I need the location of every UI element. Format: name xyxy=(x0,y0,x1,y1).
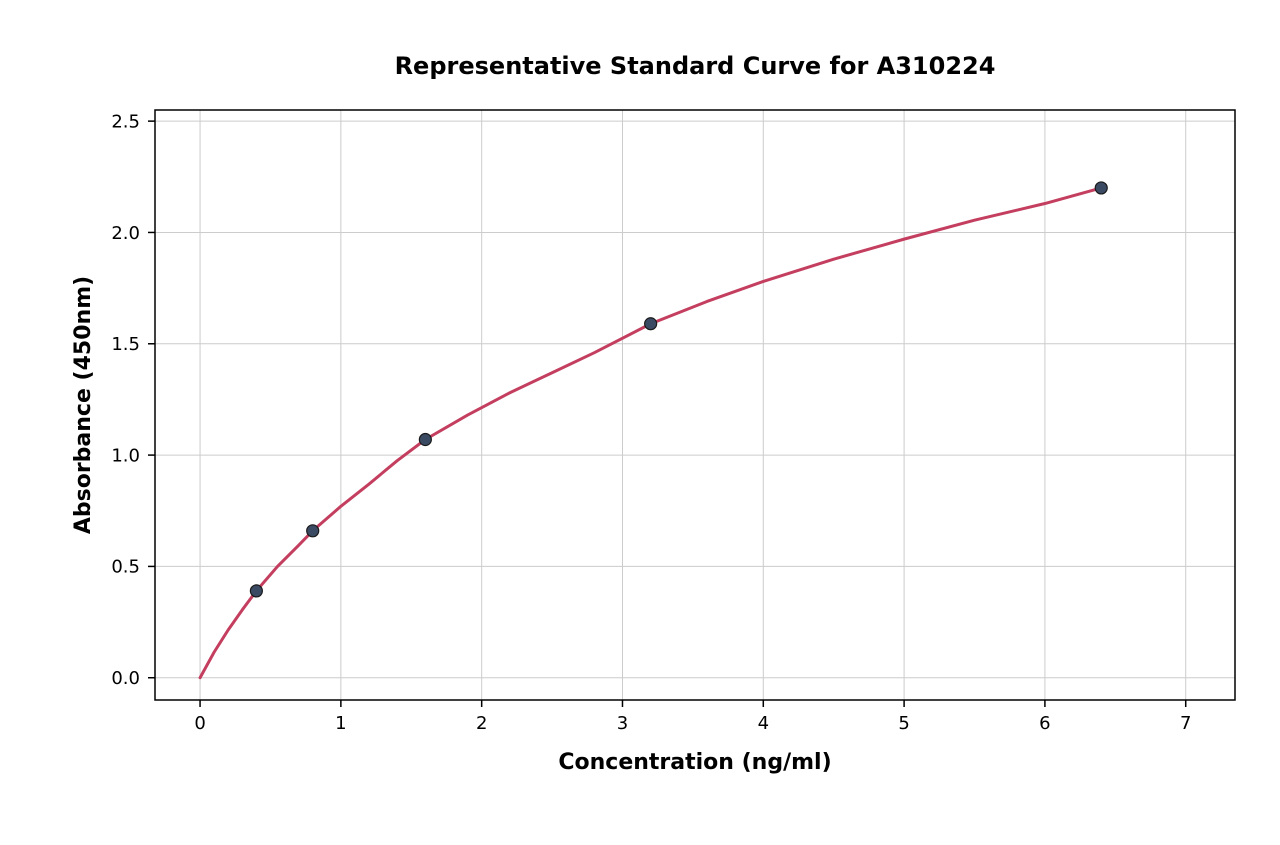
x-tick-label: 3 xyxy=(617,713,628,734)
y-tick-label: 0.5 xyxy=(111,557,140,578)
data-point xyxy=(1095,182,1107,194)
x-tick-label: 0 xyxy=(194,713,205,734)
y-axis-label: Absorbance (450nm) xyxy=(71,276,96,534)
x-tick-label: 1 xyxy=(335,713,346,734)
y-tick-label: 0.0 xyxy=(111,668,140,689)
plot-background xyxy=(155,110,1235,700)
x-tick-label: 7 xyxy=(1180,713,1191,734)
data-point xyxy=(419,434,431,446)
data-point xyxy=(645,318,657,330)
x-axis-label: Concentration (ng/ml) xyxy=(558,750,831,775)
y-tick-label: 2.5 xyxy=(111,111,140,132)
chart-container: 0 1 2 3 4 5 6 7 0.0 0.5 1.0 1.5 2.0 2.5 Representative… xyxy=(0,0,1280,845)
x-tick-label: 5 xyxy=(898,713,909,734)
data-point xyxy=(307,525,319,537)
chart-title: Representative Standard Curve for A31022… xyxy=(395,52,996,80)
data-point xyxy=(250,585,262,597)
x-tick-label: 2 xyxy=(476,713,487,734)
y-tick-label: 2.0 xyxy=(111,223,140,244)
standard-curve-chart: 0 1 2 3 4 5 6 7 0.0 0.5 1.0 1.5 2.0 2.5 Representative… xyxy=(0,0,1280,845)
y-tick-label: 1.0 xyxy=(111,445,140,466)
x-tick-label: 6 xyxy=(1039,713,1050,734)
x-tick-label: 4 xyxy=(758,713,769,734)
y-tick-label: 1.5 xyxy=(111,334,140,355)
